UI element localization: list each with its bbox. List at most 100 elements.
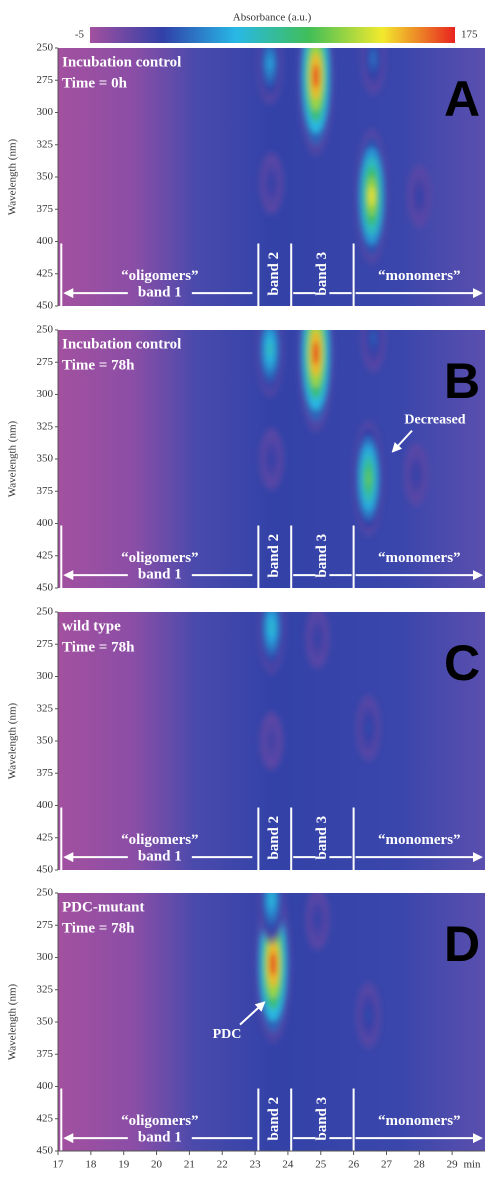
panel-letter: A — [444, 71, 480, 127]
x-tick-label: 23 — [250, 1159, 262, 1171]
band-label: band 1 — [138, 849, 182, 865]
peak — [366, 723, 371, 734]
x-tick-label: 21 — [184, 1159, 195, 1171]
y-tick-label: 250 — [37, 606, 54, 618]
peak — [315, 633, 320, 643]
band-label: band 1 — [138, 1130, 182, 1146]
y-tick-label: 350 — [37, 735, 54, 747]
y-tick-label: 275 — [37, 74, 54, 86]
peak — [269, 736, 274, 746]
x-tick-label: 17 — [53, 1159, 65, 1171]
peak — [366, 469, 371, 488]
y-tick-label: 300 — [37, 670, 54, 682]
y-tick-label: 300 — [37, 106, 54, 118]
peaks — [256, 48, 432, 265]
callout-arrow — [239, 1001, 266, 1026]
panel: “oligomers”band 1 band 2 band 3 “monomers” P… — [58, 893, 485, 1151]
y-axis-label: Wavelength (nm) — [7, 983, 19, 1060]
colorbar — [90, 27, 455, 43]
peak — [366, 1010, 371, 1021]
panel-title: PDC-mutant — [62, 899, 145, 915]
band-label: “oligomers” — [121, 1113, 198, 1129]
band-label: “oligomers” — [121, 832, 198, 848]
y-tick-label: 300 — [37, 388, 54, 400]
peak — [267, 57, 272, 70]
panel-letter: D — [444, 916, 480, 972]
y-tick-label: 400 — [37, 799, 54, 811]
peak — [269, 454, 274, 464]
y-axis-label: Wavelength (nm) — [7, 702, 19, 779]
y-tick-label: 425 — [37, 831, 54, 843]
band-label: band 1 — [138, 567, 182, 583]
y-tick-label: 375 — [37, 767, 54, 779]
y-axis-label: Wavelength (nm) — [7, 420, 19, 497]
y-tick-label: 375 — [37, 1048, 54, 1060]
panel-subtitle: Time = 0h — [62, 75, 128, 91]
panel-title: Incubation control — [62, 336, 181, 352]
x-tick-label: 22 — [217, 1159, 228, 1171]
y-tick-label: 300 — [37, 951, 54, 963]
panel-subtitle: Time = 78h — [62, 639, 135, 655]
x-tick-label: 27 — [381, 1159, 393, 1171]
band-label: “monomers” — [378, 268, 461, 284]
x-tick-label: 24 — [282, 1159, 294, 1171]
y-tick-label: 350 — [37, 1016, 54, 1028]
y-tick-label: 450 — [37, 300, 54, 312]
y-tick-label: 350 — [37, 171, 54, 183]
x-tick-label: 29 — [447, 1159, 459, 1171]
y-tick-label: 250 — [37, 887, 54, 899]
band-label: “oligomers” — [121, 550, 198, 566]
peaks — [255, 330, 429, 537]
colorbar-max: 175 — [461, 29, 478, 41]
peak — [371, 52, 376, 64]
y-tick-label: 450 — [37, 1145, 54, 1157]
panel-letter: C — [444, 635, 480, 691]
panel: “oligomers”band 1 band 2 band 3 “monomers” I… — [58, 48, 485, 306]
panel: “oligomers”band 1 band 2 band 3 “monomers” w… — [58, 612, 485, 870]
peak — [315, 914, 320, 924]
x-tick-label: 18 — [85, 1159, 97, 1171]
x-tick-label: 26 — [348, 1159, 360, 1171]
panel-title: wild type — [62, 618, 121, 634]
band-label: “oligomers” — [121, 268, 198, 284]
y-tick-label: 325 — [37, 702, 54, 714]
y-tick-label: 425 — [37, 549, 54, 561]
peaks — [255, 893, 381, 1050]
peak — [313, 341, 319, 366]
y-tick-label: 325 — [37, 983, 54, 995]
band-label: band 3 — [314, 252, 330, 296]
callout: PDC — [213, 1027, 242, 1042]
panel-letter: B — [444, 353, 480, 409]
peak — [313, 64, 319, 89]
band-label: “monomers” — [378, 550, 461, 566]
x-tick-label: 28 — [414, 1159, 426, 1171]
peak — [369, 186, 375, 207]
band-label: band 2 — [266, 534, 282, 578]
peak — [414, 469, 418, 480]
y-tick-label: 275 — [37, 919, 54, 931]
peak — [269, 620, 274, 635]
band-label: band 3 — [314, 816, 330, 860]
y-tick-label: 375 — [37, 203, 54, 215]
band-label: band 2 — [266, 252, 282, 296]
y-tick-label: 400 — [37, 517, 54, 529]
peak — [269, 178, 274, 189]
y-tick-label: 325 — [37, 420, 54, 432]
panel: “oligomers”band 1 band 2 band 3 “monomers” I… — [58, 330, 485, 588]
band-label: band 2 — [266, 816, 282, 860]
panel-title: Incubation control — [62, 54, 181, 70]
panel-subtitle: Time = 78h — [62, 920, 135, 936]
peaks — [257, 612, 381, 772]
callout: Decreased — [404, 413, 465, 428]
band-label: band 3 — [314, 534, 330, 578]
y-tick-label: 375 — [37, 485, 54, 497]
y-tick-label: 400 — [37, 235, 54, 247]
band-label: “monomers” — [378, 1113, 461, 1129]
band-label: band 2 — [266, 1097, 282, 1141]
peak — [267, 342, 272, 357]
y-tick-label: 325 — [37, 138, 54, 150]
y-tick-label: 450 — [37, 582, 54, 594]
colorbar-min: -5 — [75, 29, 85, 41]
x-tick-label: 25 — [315, 1159, 327, 1171]
